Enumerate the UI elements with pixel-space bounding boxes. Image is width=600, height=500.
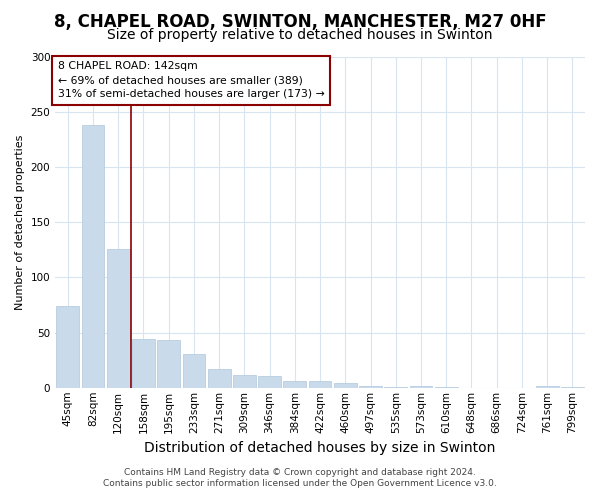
- Text: Size of property relative to detached houses in Swinton: Size of property relative to detached ho…: [107, 28, 493, 42]
- Text: 8 CHAPEL ROAD: 142sqm
← 69% of detached houses are smaller (389)
31% of semi-det: 8 CHAPEL ROAD: 142sqm ← 69% of detached …: [58, 62, 325, 100]
- Bar: [435, 386, 458, 388]
- Bar: [258, 376, 281, 388]
- Bar: [132, 339, 155, 388]
- Text: Contains HM Land Registry data © Crown copyright and database right 2024.
Contai: Contains HM Land Registry data © Crown c…: [103, 468, 497, 487]
- Text: 8, CHAPEL ROAD, SWINTON, MANCHESTER, M27 0HF: 8, CHAPEL ROAD, SWINTON, MANCHESTER, M27…: [53, 12, 547, 30]
- Bar: [334, 384, 356, 388]
- Y-axis label: Number of detached properties: Number of detached properties: [15, 134, 25, 310]
- Bar: [536, 386, 559, 388]
- Bar: [157, 340, 180, 388]
- Bar: [182, 354, 205, 388]
- Bar: [410, 386, 433, 388]
- Bar: [82, 125, 104, 388]
- Bar: [56, 306, 79, 388]
- Bar: [233, 374, 256, 388]
- Bar: [309, 381, 331, 388]
- Bar: [283, 381, 306, 388]
- X-axis label: Distribution of detached houses by size in Swinton: Distribution of detached houses by size …: [145, 441, 496, 455]
- Bar: [385, 386, 407, 388]
- Bar: [561, 386, 584, 388]
- Bar: [107, 248, 130, 388]
- Bar: [359, 386, 382, 388]
- Bar: [208, 369, 230, 388]
